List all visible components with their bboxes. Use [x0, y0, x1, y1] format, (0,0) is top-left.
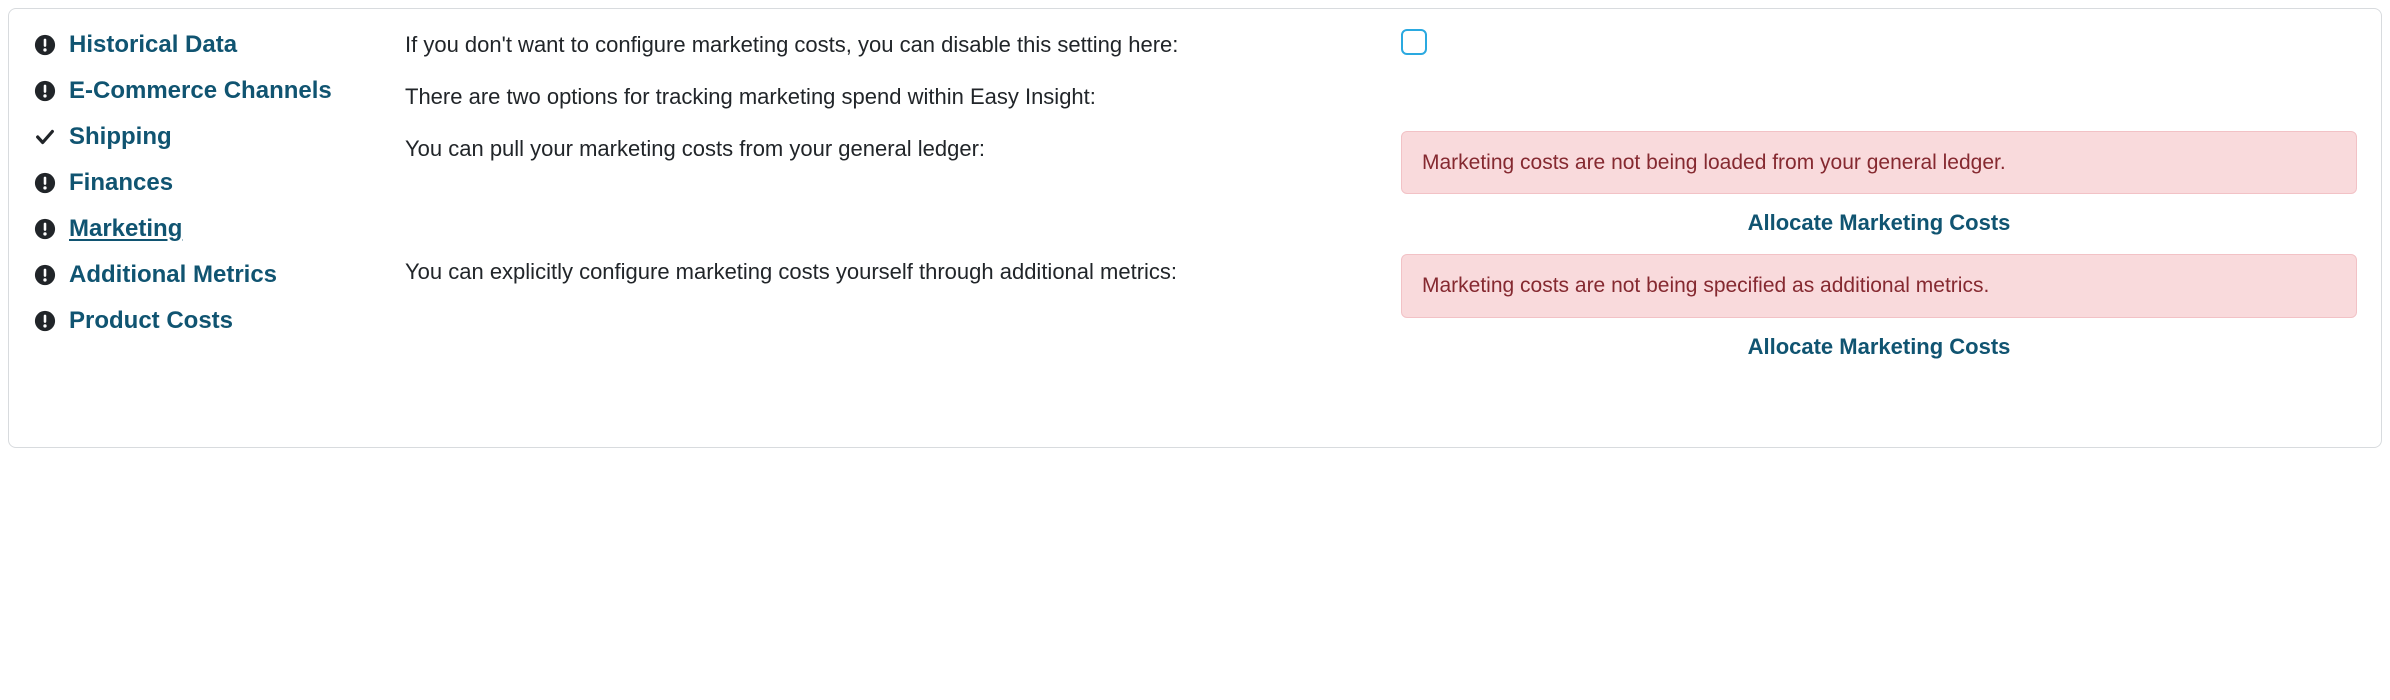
metrics-alert: Marketing costs are not being specified …: [1401, 254, 2357, 317]
sidebar-item-additional-metrics[interactable]: Additional Metrics: [33, 261, 373, 289]
exclamation-icon: [33, 171, 57, 195]
exclamation-icon: [33, 263, 57, 287]
exclamation-icon: [33, 79, 57, 103]
sidebar-item-product-costs[interactable]: Product Costs: [33, 307, 373, 335]
allocate-marketing-costs-ledger-link[interactable]: Allocate Marketing Costs: [1748, 210, 2011, 235]
settings-panel: Historical Data E-Commerce Channels Ship…: [8, 8, 2382, 448]
disable-marketing-checkbox[interactable]: [1401, 29, 1427, 55]
check-icon: [33, 125, 57, 149]
sidebar-item-label: E-Commerce Channels: [69, 77, 332, 105]
sidebar-item-marketing[interactable]: Marketing: [33, 215, 373, 243]
sidebar-item-label: Additional Metrics: [69, 261, 277, 289]
sidebar-item-shipping[interactable]: Shipping: [33, 123, 373, 151]
sidebar-item-label: Product Costs: [69, 307, 233, 335]
sidebar-item-label: Historical Data: [69, 31, 237, 59]
allocate-marketing-costs-metrics-link[interactable]: Allocate Marketing Costs: [1748, 334, 2011, 359]
exclamation-icon: [33, 217, 57, 241]
exclamation-icon: [33, 309, 57, 333]
options-intro-text: There are two options for tracking marke…: [405, 79, 2357, 113]
metrics-option-description: You can explicitly configure marketing c…: [405, 254, 1361, 359]
sidebar-item-label: Finances: [69, 169, 173, 197]
disable-setting-control: [1401, 27, 2357, 61]
sidebar-item-label: Marketing: [69, 215, 182, 243]
metrics-option-status: Marketing costs are not being specified …: [1401, 254, 2357, 359]
disable-setting-description: If you don't want to configure marketing…: [405, 27, 1361, 61]
marketing-settings-content: If you don't want to configure marketing…: [405, 27, 2357, 423]
settings-sidebar: Historical Data E-Commerce Channels Ship…: [33, 27, 373, 423]
ledger-option-description: You can pull your marketing costs from y…: [405, 131, 1361, 236]
ledger-alert: Marketing costs are not being loaded fro…: [1401, 131, 2357, 194]
sidebar-item-historical-data[interactable]: Historical Data: [33, 31, 373, 59]
ledger-option-status: Marketing costs are not being loaded fro…: [1401, 131, 2357, 236]
sidebar-item-finances[interactable]: Finances: [33, 169, 373, 197]
exclamation-icon: [33, 33, 57, 57]
sidebar-item-label: Shipping: [69, 123, 172, 151]
sidebar-item-ecommerce-channels[interactable]: E-Commerce Channels: [33, 77, 373, 105]
